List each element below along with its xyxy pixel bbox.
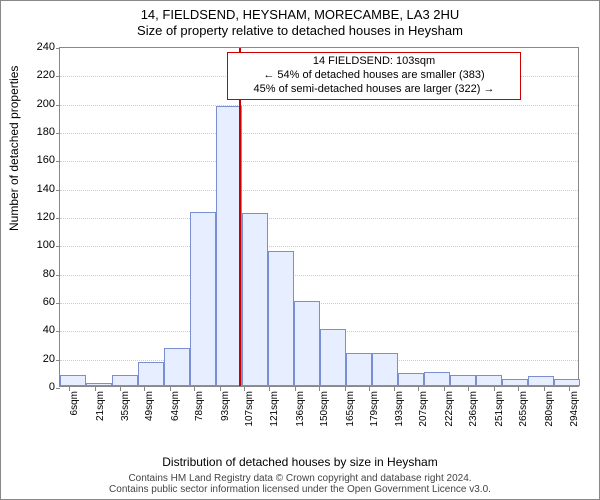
x-tick-label: 280sqm (544, 391, 555, 431)
plot-area: 14 FIELDSEND: 103sqm← 54% of detached ho… (59, 47, 579, 387)
chart-container: 14, FIELDSEND, HEYSHAM, MORECAMBE, LA3 2… (0, 0, 600, 500)
x-tick-label: 207sqm (418, 391, 429, 431)
chart-area: 14 FIELDSEND: 103sqm← 54% of detached ho… (59, 47, 579, 417)
histogram-bar (502, 379, 528, 386)
x-axis-label: Distribution of detached houses by size … (1, 455, 599, 469)
x-tick-label: 150sqm (319, 391, 330, 431)
histogram-bar (554, 379, 580, 386)
histogram-bar (242, 213, 268, 386)
title-line-2: Size of property relative to detached ho… (1, 23, 599, 38)
credit-text: Contains HM Land Registry data © Crown c… (1, 473, 599, 495)
histogram-bar (190, 212, 216, 386)
histogram-bar (450, 375, 476, 386)
histogram-bar (476, 375, 502, 386)
x-tick-label: 236sqm (468, 391, 479, 431)
y-tick-label: 180 (37, 126, 55, 138)
annotation-line-1: 14 FIELDSEND: 103sqm (234, 55, 514, 69)
histogram-bar (268, 251, 294, 386)
y-tick-label: 20 (43, 353, 55, 365)
histogram-bar (346, 353, 372, 386)
x-tick-label: 179sqm (369, 391, 380, 431)
y-tick-label: 80 (43, 268, 55, 280)
x-tick-label: 107sqm (244, 391, 255, 431)
histogram-bar (424, 372, 450, 386)
y-axis-label: Number of detached properties (7, 66, 21, 231)
histogram-bar (372, 353, 398, 386)
histogram-bar (528, 376, 554, 386)
x-tick-label: 6sqm (69, 391, 80, 431)
x-tick-label: 64sqm (170, 391, 181, 431)
histogram-bar (112, 375, 138, 386)
x-tick-label: 78sqm (194, 391, 205, 431)
y-tick-label: 240 (37, 41, 55, 53)
x-tick-label: 165sqm (345, 391, 356, 431)
x-tick-label: 294sqm (569, 391, 580, 431)
y-tick-label: 0 (49, 381, 55, 393)
y-tick-label: 120 (37, 211, 55, 223)
x-tick-label: 21sqm (95, 391, 106, 431)
x-tick-label: 193sqm (394, 391, 405, 431)
x-tick-label: 136sqm (295, 391, 306, 431)
annotation-line-2: ← 54% of detached houses are smaller (38… (234, 69, 514, 83)
y-tick-label: 100 (37, 239, 55, 251)
histogram-bar (164, 348, 190, 386)
histogram-bar (294, 301, 320, 386)
y-tick-label: 40 (43, 324, 55, 336)
x-tick-label: 251sqm (494, 391, 505, 431)
title-line-1: 14, FIELDSEND, HEYSHAM, MORECAMBE, LA3 2… (1, 7, 599, 22)
x-tick-label: 49sqm (144, 391, 155, 431)
x-tick-label: 35sqm (120, 391, 131, 431)
x-tick-label: 121sqm (269, 391, 280, 431)
y-tick-label: 60 (43, 296, 55, 308)
y-tick-label: 200 (37, 98, 55, 110)
annotation-box: 14 FIELDSEND: 103sqm← 54% of detached ho… (227, 52, 521, 100)
y-tick-label: 160 (37, 154, 55, 166)
x-tick-label: 222sqm (444, 391, 455, 431)
y-tick-label: 220 (37, 69, 55, 81)
histogram-bar (86, 383, 112, 386)
x-tick-label: 93sqm (220, 391, 231, 431)
annotation-line-3: 45% of semi-detached houses are larger (… (234, 83, 514, 97)
x-tick-label: 265sqm (518, 391, 529, 431)
histogram-bar (320, 329, 346, 386)
y-tick-label: 140 (37, 183, 55, 195)
histogram-bar (60, 375, 86, 386)
histogram-bar (138, 362, 164, 386)
histogram-bar (398, 373, 424, 386)
